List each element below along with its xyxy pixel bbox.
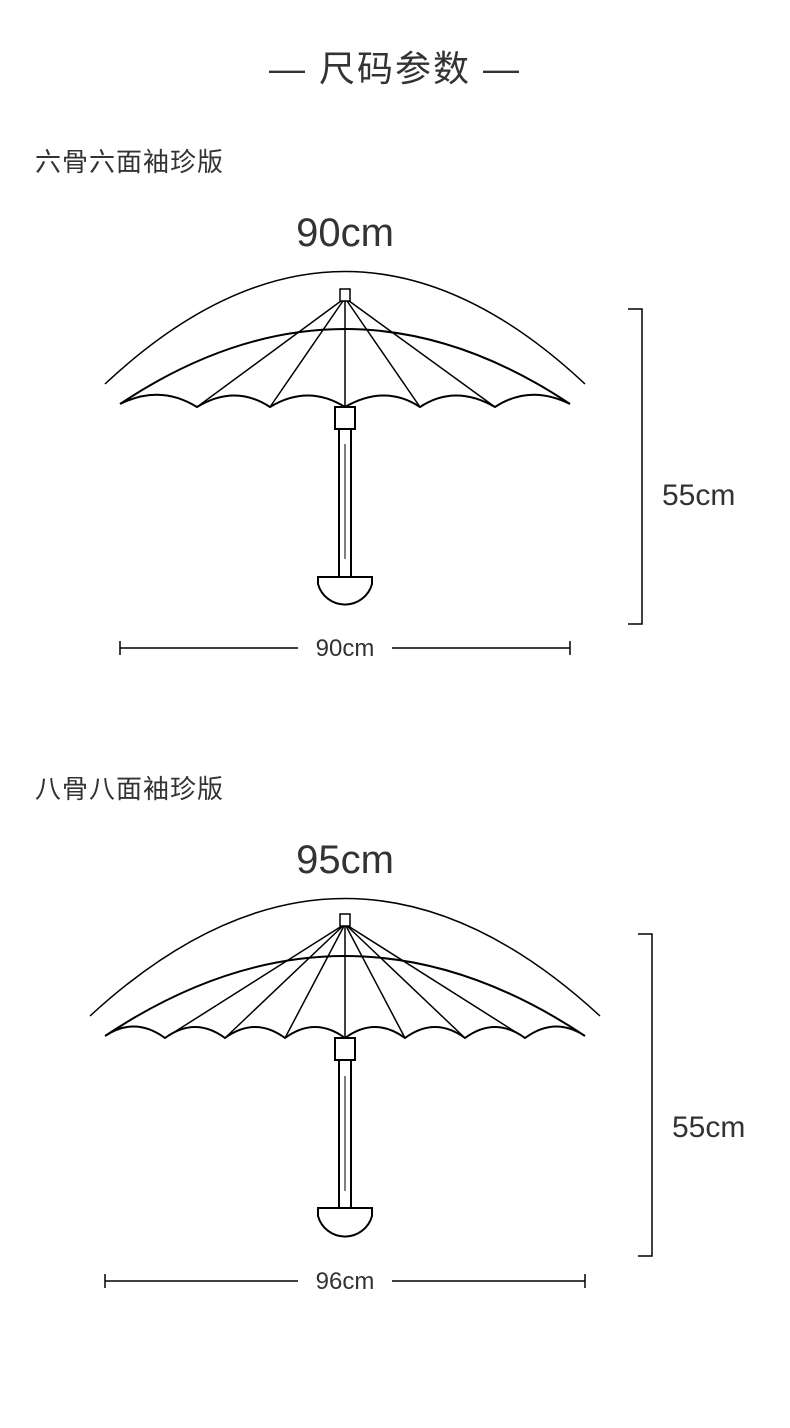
arc-dimension-label: 90cm (270, 211, 420, 256)
width-dimension-label: 90cm (295, 635, 395, 663)
width-dimension-label: 96cm (295, 1268, 395, 1296)
variant2-diagram: 95cm 96cm 55cm (0, 816, 790, 1376)
umbrella-ferrule (340, 289, 350, 301)
umbrella-handle (318, 577, 372, 605)
arc-dimension-label: 95cm (270, 838, 420, 883)
variant1-label: 六骨六面袖珍版 (0, 122, 790, 189)
height-dimension-line (638, 934, 652, 1256)
umbrella-runner (335, 1038, 355, 1060)
variant1-diagram: 90cm 90cm 55cm (0, 189, 790, 749)
variant2-label: 八骨八面袖珍版 (0, 749, 790, 816)
umbrella-runner (335, 407, 355, 429)
page-title: — 尺码参数 — (0, 0, 790, 122)
height-dimension-label: 55cm (662, 479, 762, 513)
umbrella-handle (318, 1208, 372, 1237)
height-dimension-line (628, 309, 642, 624)
height-dimension-label: 55cm (672, 1111, 772, 1145)
umbrella-ferrule (340, 914, 350, 926)
